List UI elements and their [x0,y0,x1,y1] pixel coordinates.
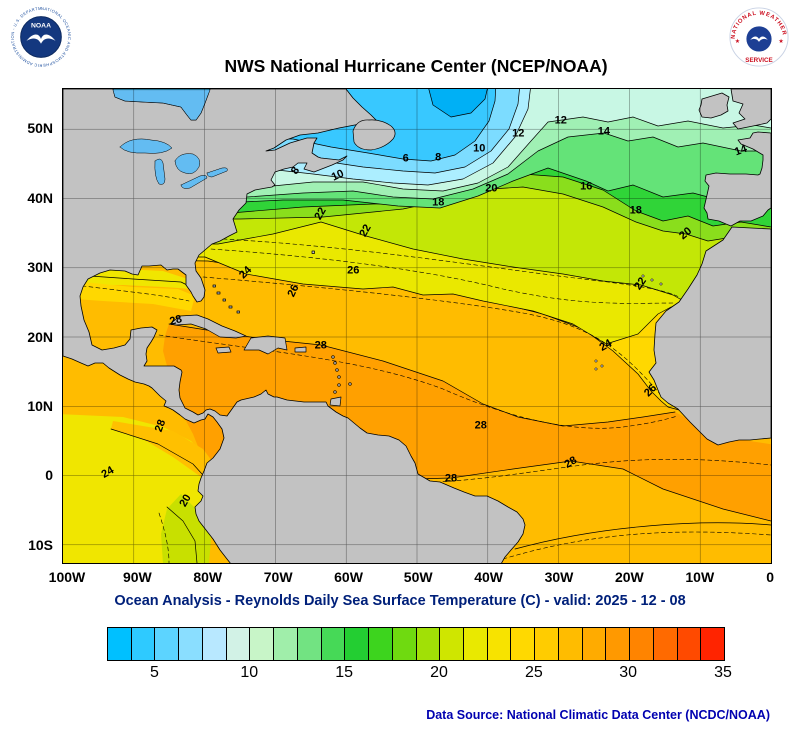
colorbar-cell [392,628,417,660]
temperature-colorbar [107,627,725,661]
colorbar-cell [108,628,132,660]
colorbar-cell [511,628,536,660]
islands [169,119,396,407]
island-hispaniola [243,335,288,355]
colorbar-cell [558,628,583,660]
lat-tick-label: 10S [28,536,53,553]
land-britain [730,89,771,130]
data-source-footer: Data Source: National Climatic Data Cent… [426,708,770,722]
land-iberia-france [703,131,771,227]
nws-service-text: SERVICE [745,57,772,64]
lon-tick-label: 40W [474,569,503,585]
colorbar-cell [416,628,441,660]
page-title: NWS National Hurricane Center (NCEP/NOAA… [224,56,608,76]
lat-tick-label: 30N [27,259,53,276]
lat-tick-label: 10N [27,398,53,415]
longitude-axis: 100W 90W 80W 70W 60W 50W 40W 30W 20W 10W 0 [49,569,775,587]
colorbar-cell [582,628,607,660]
colorbar-cell [369,628,393,660]
nws-logo: NATIONAL WEATHER SERVICE ★ ★ [728,6,790,68]
colorbar-cell [535,628,559,660]
colorbar-tick: 25 [524,664,543,681]
colorbar-cell [464,628,488,660]
noaa-seagull-icon [26,34,56,44]
colorbar-cell [297,628,322,660]
lon-tick-label: 0 [766,569,775,585]
colorbar-cell [345,628,370,660]
island-cuba [169,314,247,339]
colorbar-tick: 20 [430,664,448,681]
nws-star-right: ★ [778,38,783,45]
colorbar-cell [440,628,465,660]
noaa-wordmark: NOAA [31,22,51,29]
sst-map [63,89,771,563]
colorbar-cell [250,628,275,660]
map-caption: Ocean Analysis - Reynolds Daily Sea Surf… [114,593,686,609]
land-africa [648,226,771,446]
colorbar-tick: 10 [240,664,259,681]
island-newfoundland [352,119,396,151]
colorbar-tick: 5 [149,664,159,681]
lon-tick-label: 80W [193,569,223,585]
lat-tick-label: 20N [27,328,53,345]
lat-tick-label: 50N [27,120,53,137]
colorbar-cell [487,628,512,660]
colorbar-cell [226,628,251,660]
colorbar-tick-labels: 5 10 15 20 25 30 35 [107,664,732,686]
colorbar-cell [155,628,180,660]
colorbar-cell [701,628,725,660]
lon-tick-label: 100W [48,569,86,585]
lat-tick-label: 0 [45,467,53,484]
colorbar-cell [131,628,156,660]
noaa-logo: NATIONAL OCEANIC AND ATMOSPHERIC ADMINIS… [8,2,72,68]
lon-tick-label: 50W [403,569,433,585]
lon-tick-label: 70W [263,569,293,585]
lon-tick-label: 90W [122,569,152,585]
hudson-bay [112,89,211,121]
atlantic-island-groups [594,274,663,371]
island-puerto-rico [294,346,307,353]
colorbar-cell [179,628,203,660]
lon-tick-label: 20W [614,569,644,585]
colorbar-tick: 15 [335,664,354,681]
island-bermuda [311,250,315,254]
colorbar-cell [274,628,298,660]
lon-tick-label: 30W [544,569,574,585]
nws-seagull-icon [750,36,768,42]
sst-band-4 [428,89,488,118]
island-trinidad [329,396,342,407]
graticule [63,89,771,563]
colorbar-cell [202,628,227,660]
lon-tick-label: 60W [334,569,363,585]
nws-star-left: ★ [735,38,740,45]
land-americas [63,89,526,563]
land-ireland [698,92,730,119]
great-lakes [119,138,228,189]
lon-tick-label: 10W [685,569,715,585]
map-frame: 6 8 8 10 10 12 12 14 14 16 18 18 20 20 22 22 22 24 24 26 26 2… [62,88,772,564]
colorbar-cell [653,628,678,660]
island-jamaica [215,346,232,354]
colorbar-cell [321,628,346,660]
noaa-circle [20,16,62,58]
lat-tick-label: 40N [27,189,53,206]
colorbar-cell [630,628,654,660]
colorbar-cell [606,628,631,660]
colorbar-tick: 35 [714,664,732,681]
colorbar-cell [677,628,702,660]
colorbar-tick: 30 [619,664,638,681]
latitude-axis: 50N 40N 30N 20N 10N 0 10S [0,88,58,565]
pacific-cold-tongue [161,494,211,563]
